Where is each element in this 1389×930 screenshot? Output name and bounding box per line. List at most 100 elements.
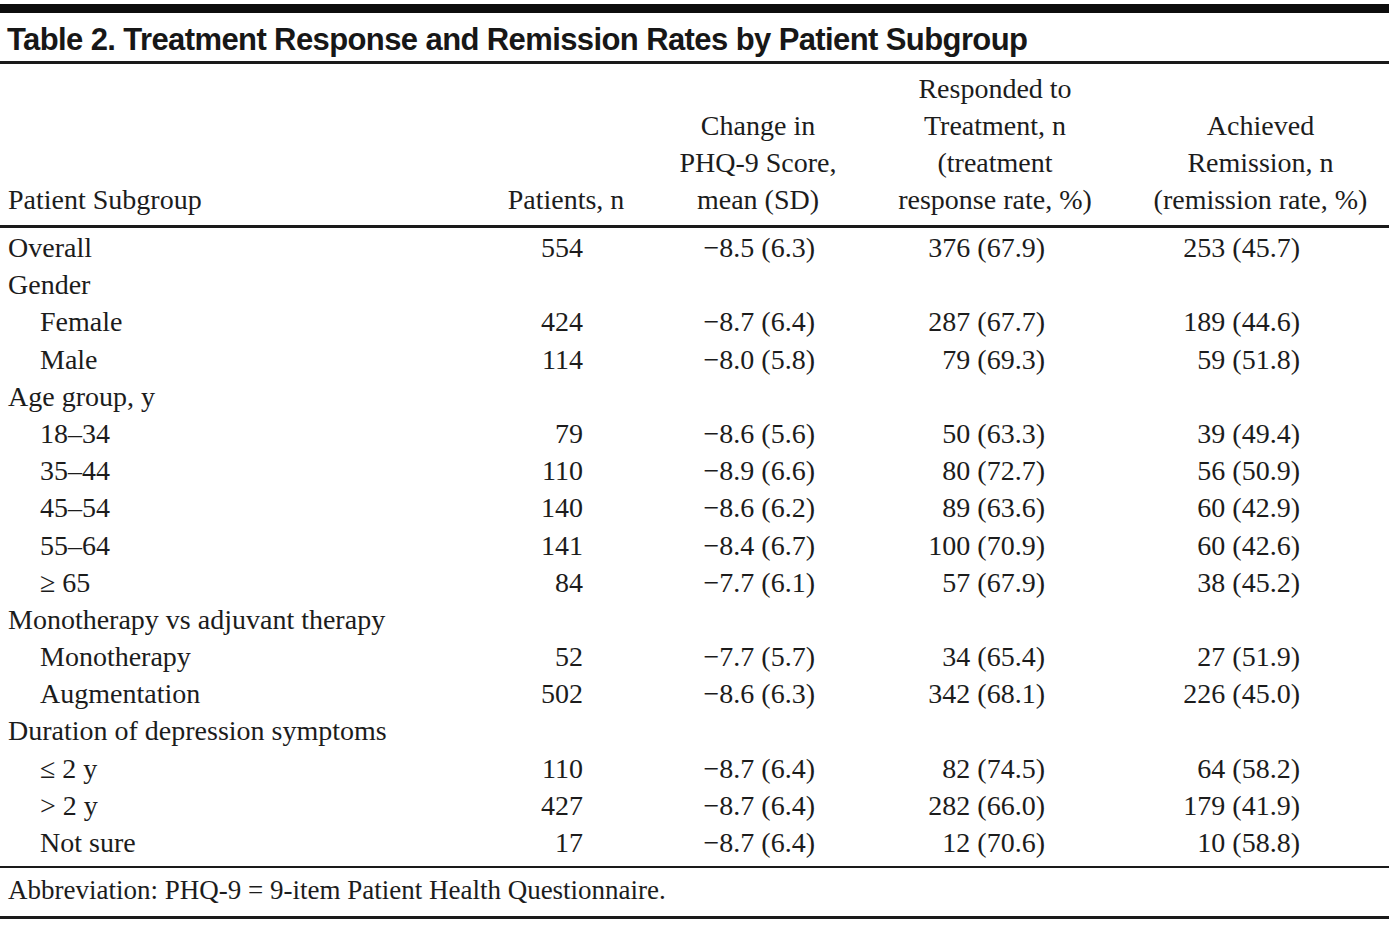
cell-remission [1045, 712, 1300, 749]
cell-patients: 17 [455, 824, 583, 861]
cell-patients [455, 601, 583, 638]
table-row: 55–64141−8.4 (6.7)100 (70.9)60 (42.6) [0, 527, 1389, 564]
row-label: Gender [0, 266, 455, 303]
cell-change: −8.7 (6.4) [583, 824, 815, 861]
cell-patients: 141 [455, 527, 583, 564]
row-label: Female [0, 303, 455, 340]
header-divider [0, 225, 1389, 228]
row-label: ≤ 2 y [0, 750, 455, 787]
cell-responded: 376 (67.9) [815, 229, 1045, 266]
row-label: Duration of depression symptoms [0, 712, 455, 749]
cell-patients: 424 [455, 303, 583, 340]
row-label: 55–64 [0, 527, 455, 564]
cell-patients: 114 [455, 341, 583, 378]
cell-change: −8.4 (6.7) [583, 527, 815, 564]
table-row: Not sure17−8.7 (6.4)12 (70.6)10 (58.8) [0, 824, 1389, 861]
table-header: Patient Subgroup Patients, n Change in P… [0, 64, 1389, 225]
bottom-border [0, 916, 1389, 919]
cell-patients [455, 266, 583, 303]
table-title: Table 2. Treatment Response and Remissio… [7, 22, 1027, 58]
row-label: Not sure [0, 824, 455, 861]
cell-patients: 427 [455, 787, 583, 824]
cell-change: −8.6 (6.3) [583, 675, 815, 712]
row-label: 45–54 [0, 489, 455, 526]
cell-patients [455, 378, 583, 415]
cell-remission: 253 (45.7) [1045, 229, 1300, 266]
cell-responded: 342 (68.1) [815, 675, 1045, 712]
column-header-achieved-remission: Achieved Remission, n (remission rate, %… [1132, 107, 1389, 218]
cell-remission: 60 (42.6) [1045, 527, 1300, 564]
table-row: 35–44110−8.9 (6.6)80 (72.7)56 (50.9) [0, 452, 1389, 489]
table-row: Overall554−8.5 (6.3)376 (67.9)253 (45.7) [0, 229, 1389, 266]
cell-responded: 282 (66.0) [815, 787, 1045, 824]
row-label: 18–34 [0, 415, 455, 452]
column-header-patient-subgroup: Patient Subgroup [8, 181, 202, 218]
cell-remission [1045, 601, 1300, 638]
cell-remission [1045, 266, 1300, 303]
cell-change [583, 266, 815, 303]
cell-responded: 100 (70.9) [815, 527, 1045, 564]
cell-responded [815, 601, 1045, 638]
cell-responded [815, 712, 1045, 749]
table-row: Female424−8.7 (6.4)287 (67.7)189 (44.6) [0, 303, 1389, 340]
cell-remission: 179 (41.9) [1045, 787, 1300, 824]
table-row: Augmentation502−8.6 (6.3)342 (68.1)226 (… [0, 675, 1389, 712]
table-section-row: Age group, y [0, 378, 1389, 415]
cell-responded [815, 378, 1045, 415]
cell-change: −8.6 (6.2) [583, 489, 815, 526]
cell-patients: 84 [455, 564, 583, 601]
cell-patients: 554 [455, 229, 583, 266]
cell-change: −7.7 (5.7) [583, 638, 815, 675]
header-line: mean (SD) [645, 181, 871, 218]
cell-change [583, 712, 815, 749]
header-line: Remission, n [1132, 144, 1389, 181]
cell-change: −8.5 (6.3) [583, 229, 815, 266]
cell-patients [455, 712, 583, 749]
row-label: Monotherapy [0, 638, 455, 675]
cell-responded: 12 (70.6) [815, 824, 1045, 861]
table-section-row: Monotherapy vs adjuvant therapy [0, 601, 1389, 638]
header-line: Treatment, n [855, 107, 1135, 144]
cell-patients: 52 [455, 638, 583, 675]
cell-responded: 287 (67.7) [815, 303, 1045, 340]
header-line: Patient Subgroup [8, 181, 202, 218]
footnote-divider [0, 866, 1389, 868]
table-row: ≥ 6584−7.7 (6.1)57 (67.9)38 (45.2) [0, 564, 1389, 601]
cell-patients: 110 [455, 452, 583, 489]
cell-remission: 226 (45.0) [1045, 675, 1300, 712]
cell-remission: 10 (58.8) [1045, 824, 1300, 861]
row-label: 35–44 [0, 452, 455, 489]
cell-responded: 34 (65.4) [815, 638, 1045, 675]
row-label: Age group, y [0, 378, 455, 415]
cell-remission: 64 (58.2) [1045, 750, 1300, 787]
cell-remission: 39 (49.4) [1045, 415, 1300, 452]
cell-responded: 82 (74.5) [815, 750, 1045, 787]
cell-change: −8.7 (6.4) [583, 303, 815, 340]
cell-change [583, 601, 815, 638]
row-label: Augmentation [0, 675, 455, 712]
cell-responded: 57 (67.9) [815, 564, 1045, 601]
cell-remission: 59 (51.8) [1045, 341, 1300, 378]
cell-remission: 38 (45.2) [1045, 564, 1300, 601]
header-line: response rate, %) [855, 181, 1135, 218]
row-label: > 2 y [0, 787, 455, 824]
table-section-row: Gender [0, 266, 1389, 303]
top-border-bar [0, 4, 1389, 13]
header-line: (remission rate, %) [1132, 181, 1389, 218]
cell-responded: 80 (72.7) [815, 452, 1045, 489]
cell-responded: 79 (69.3) [815, 341, 1045, 378]
header-line: Change in [645, 107, 871, 144]
cell-responded: 89 (63.6) [815, 489, 1045, 526]
row-label: Male [0, 341, 455, 378]
cell-change: −8.7 (6.4) [583, 787, 815, 824]
column-header-patients-n: Patients, n [470, 181, 662, 218]
column-header-change-phq9: Change in PHQ-9 Score, mean (SD) [645, 107, 871, 218]
cell-responded: 50 (63.3) [815, 415, 1045, 452]
cell-change: −8.0 (5.8) [583, 341, 815, 378]
header-line: (treatment [855, 144, 1135, 181]
table-row: > 2 y427−8.7 (6.4)282 (66.0)179 (41.9) [0, 787, 1389, 824]
table-footnote: Abbreviation: PHQ-9 = 9-item Patient Hea… [8, 872, 666, 909]
header-line: PHQ-9 Score, [645, 144, 871, 181]
table-row: 45–54140−8.6 (6.2)89 (63.6)60 (42.9) [0, 489, 1389, 526]
cell-change: −7.7 (6.1) [583, 564, 815, 601]
